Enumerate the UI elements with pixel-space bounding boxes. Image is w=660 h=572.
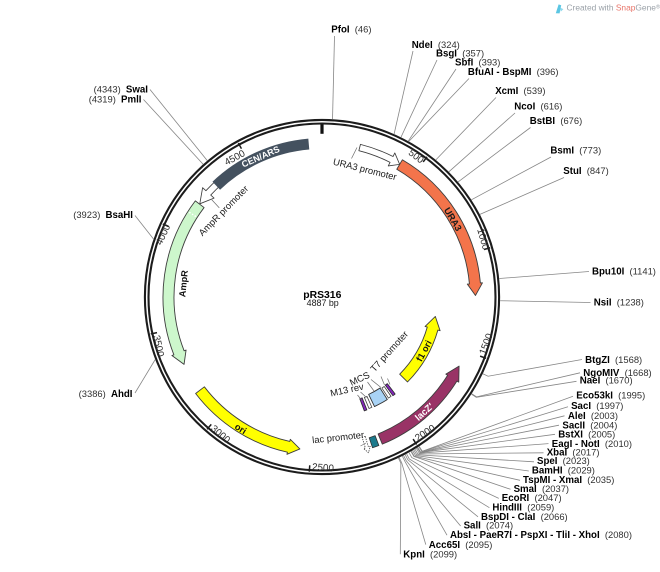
svg-text:Created with SnapGene®: Created with SnapGene® <box>567 2 660 12</box>
svg-text:NsiI (1238): NsiI (1238) <box>594 297 644 309</box>
svg-text:StuI (847): StuI (847) <box>563 165 608 177</box>
svg-text:XcmI (539): XcmI (539) <box>495 85 545 97</box>
svg-text:(3923) BsaHI: (3923) BsaHI <box>73 209 133 221</box>
svg-text:KpnI (2099): KpnI (2099) <box>403 549 457 561</box>
svg-text:PfoI (46): PfoI (46) <box>331 23 371 35</box>
svg-text:BstBI (676): BstBI (676) <box>530 115 582 127</box>
svg-text:(3386) AhdI: (3386) AhdI <box>79 388 133 400</box>
svg-text:BfuAI - BspMI (396): BfuAI - BspMI (396) <box>468 66 559 78</box>
svg-text:2500: 2500 <box>312 462 335 475</box>
svg-text:Bpu10I (1141): Bpu10I (1141) <box>592 266 656 278</box>
svg-text:NaeI (1670): NaeI (1670) <box>580 375 633 387</box>
svg-text:4887 bp: 4887 bp <box>307 298 339 308</box>
svg-text:NcoI (616): NcoI (616) <box>514 101 562 113</box>
svg-text:BsmI (773): BsmI (773) <box>550 144 601 156</box>
svg-text:BtgZI (1568): BtgZI (1568) <box>585 354 642 366</box>
svg-text:(4319) PmlI: (4319) PmlI <box>89 94 142 106</box>
